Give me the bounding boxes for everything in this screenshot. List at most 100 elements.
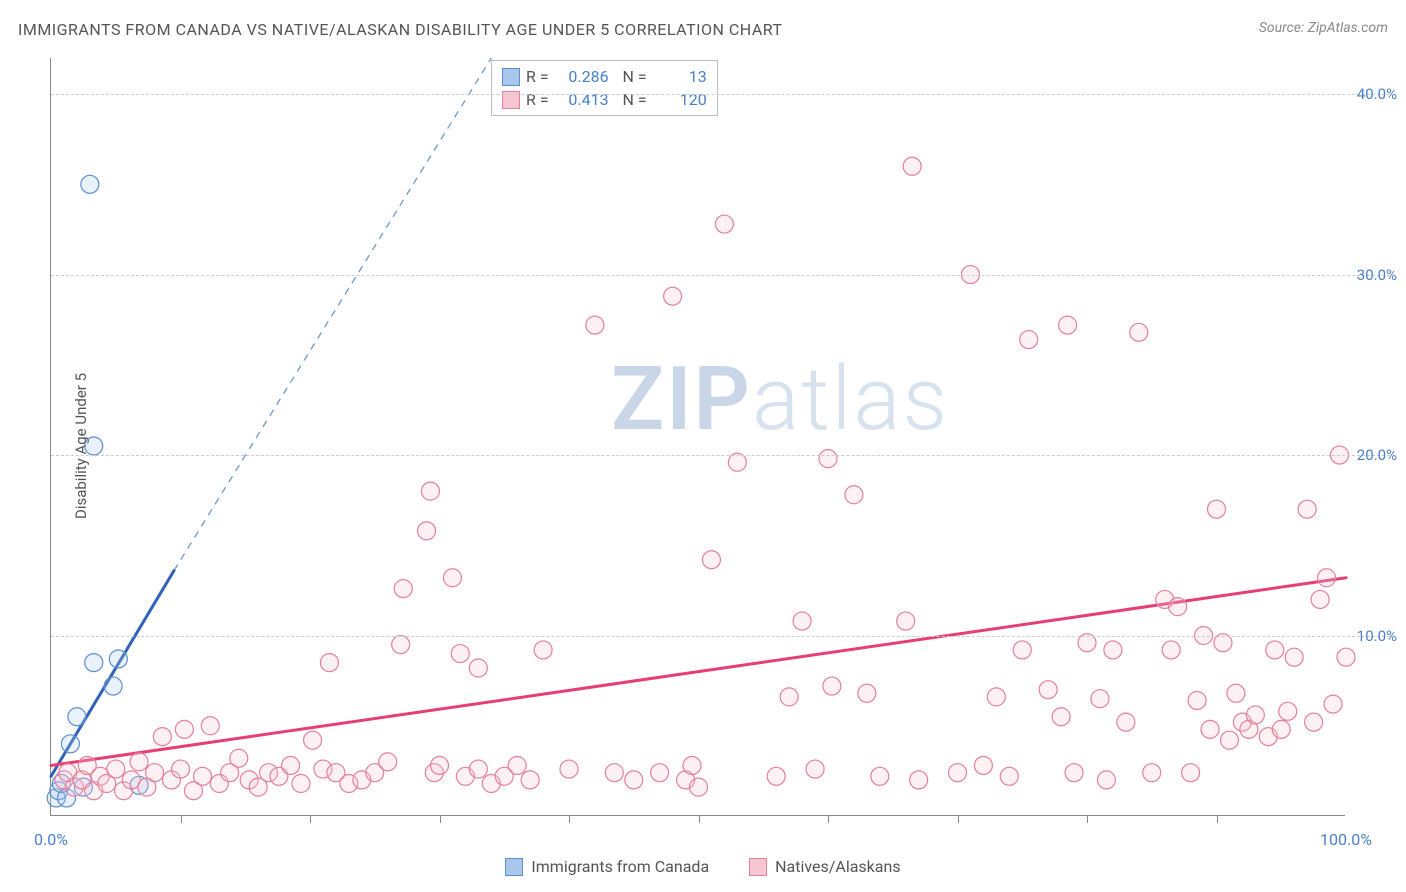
data-point (153, 728, 171, 746)
data-point (625, 771, 643, 789)
data-point (819, 450, 837, 468)
data-point (1169, 598, 1187, 616)
legend-swatch (505, 858, 523, 876)
data-point (508, 756, 526, 774)
data-point (1285, 648, 1303, 666)
data-point (85, 437, 103, 455)
data-point (1305, 713, 1323, 731)
data-point (394, 580, 412, 598)
data-point (858, 684, 876, 702)
plot-area: ZIPatlas R =0.286 N =13R =0.413 N =120 1… (50, 58, 1345, 816)
data-point (910, 771, 928, 789)
data-point (1013, 641, 1031, 659)
data-point (871, 767, 889, 785)
data-point (949, 764, 967, 782)
data-point (1201, 720, 1219, 738)
x-tick-label: 0.0% (34, 830, 68, 849)
data-point (534, 641, 552, 659)
data-point (1311, 590, 1329, 608)
legend-label: Immigrants from Canada (531, 857, 709, 876)
data-point (194, 767, 212, 785)
stats-box: R =0.286 N =13R =0.413 N =120 (491, 60, 718, 116)
stats-row: R =0.286 N =13 (502, 65, 707, 88)
legend-swatch (749, 858, 767, 876)
r-value: 0.286 (555, 67, 609, 86)
data-point (201, 717, 219, 735)
chart-svg (51, 58, 1345, 815)
stats-row: R =0.413 N =120 (502, 88, 707, 111)
data-point (974, 756, 992, 774)
y-tick-label: 30.0% (1357, 266, 1397, 284)
data-point (1195, 627, 1213, 645)
data-point (1331, 446, 1349, 464)
data-point (1298, 500, 1316, 518)
data-point (1324, 695, 1342, 713)
data-point (1266, 641, 1284, 659)
data-point (1065, 764, 1083, 782)
x-tick (440, 815, 441, 823)
data-point (172, 760, 190, 778)
x-tick (1217, 815, 1218, 823)
data-point (1220, 731, 1238, 749)
data-point (1052, 708, 1070, 726)
legend-label: Natives/Alaskans (775, 857, 900, 876)
data-point (469, 659, 487, 677)
data-point (806, 760, 824, 778)
data-point (379, 753, 397, 771)
data-point (1059, 316, 1077, 334)
data-point (418, 522, 436, 540)
x-tick (958, 815, 959, 823)
y-tick-label: 40.0% (1357, 85, 1397, 103)
data-point (845, 486, 863, 504)
data-point (1162, 641, 1180, 659)
data-point (1039, 681, 1057, 699)
source-attribution: Source: ZipAtlas.com (1259, 20, 1388, 36)
data-point (1246, 706, 1264, 724)
x-tick (699, 815, 700, 823)
data-point (304, 731, 322, 749)
data-point (469, 760, 487, 778)
data-point (1272, 720, 1290, 738)
data-point (702, 551, 720, 569)
data-point (107, 760, 125, 778)
data-point (175, 720, 193, 738)
data-point (292, 775, 310, 793)
data-point (431, 756, 449, 774)
x-tick-label: 100.0% (1320, 830, 1372, 849)
source-link[interactable]: ZipAtlas.com (1308, 20, 1388, 36)
data-point (1208, 500, 1226, 518)
data-point (1214, 634, 1232, 652)
data-point (1104, 641, 1122, 659)
data-point (780, 688, 798, 706)
data-point (1227, 684, 1245, 702)
data-point (1000, 767, 1018, 785)
legend-swatch (502, 68, 520, 86)
data-point (683, 756, 701, 774)
data-point (421, 482, 439, 500)
x-tick (1087, 815, 1088, 823)
data-point (823, 677, 841, 695)
x-tick (569, 815, 570, 823)
data-point (897, 612, 915, 630)
legend-item: Immigrants from Canada (505, 857, 709, 876)
data-point (443, 569, 461, 587)
data-point (1020, 331, 1038, 349)
legend-swatch (502, 91, 520, 109)
data-point (1143, 764, 1161, 782)
data-point (68, 708, 86, 726)
n-value: 13 (653, 67, 707, 86)
data-point (1279, 702, 1297, 720)
data-point (1078, 634, 1096, 652)
data-point (651, 764, 669, 782)
data-point (451, 645, 469, 663)
x-tick (181, 815, 182, 823)
data-point (130, 753, 148, 771)
data-point (521, 771, 539, 789)
data-point (586, 316, 604, 334)
data-point (1188, 691, 1206, 709)
x-tick (828, 815, 829, 823)
data-point (109, 650, 127, 668)
data-point (230, 749, 248, 767)
data-point (987, 688, 1005, 706)
data-point (728, 453, 746, 471)
